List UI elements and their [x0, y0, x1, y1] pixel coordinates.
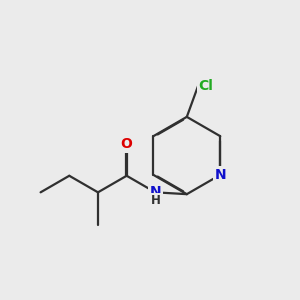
Text: N: N [149, 185, 161, 199]
Text: O: O [121, 137, 133, 151]
Text: N: N [214, 168, 226, 182]
Text: H: H [150, 194, 160, 207]
Text: Cl: Cl [198, 79, 213, 93]
